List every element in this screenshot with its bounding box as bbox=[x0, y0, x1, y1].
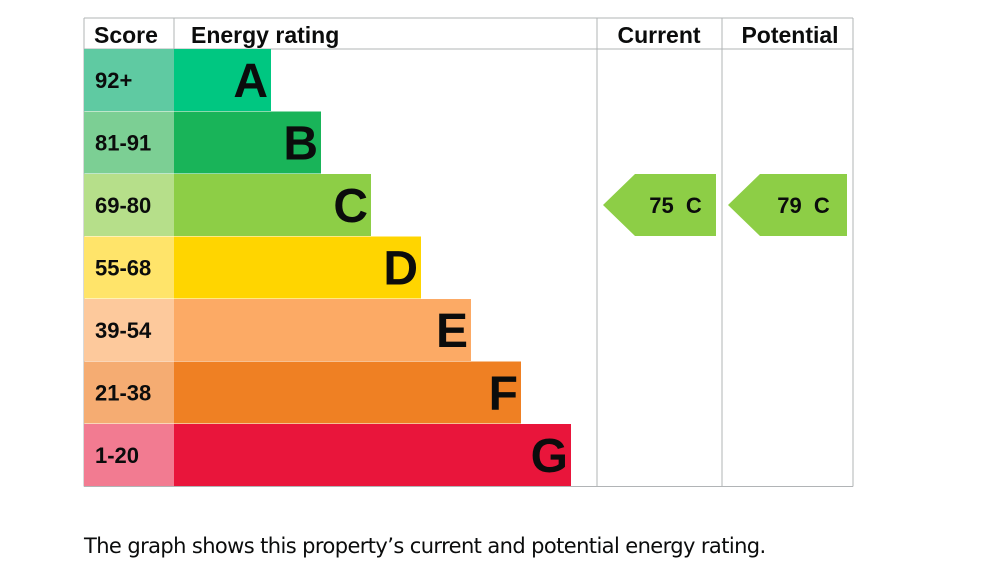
current-rating-indicator: 75 C bbox=[603, 174, 716, 236]
rating-indicators: 75 C 79 C bbox=[603, 174, 847, 236]
band-bar bbox=[174, 236, 421, 299]
score-label: 55-68 bbox=[95, 256, 151, 281]
band-letter: B bbox=[283, 118, 318, 171]
potential-rating-indicator: 79 C bbox=[728, 174, 847, 236]
band-letter: C bbox=[333, 180, 368, 233]
band-bar bbox=[174, 174, 371, 236]
score-cell bbox=[84, 299, 174, 361]
band-bar bbox=[174, 424, 571, 486]
potential-rating-label: 79 C bbox=[777, 193, 830, 218]
chart-headers: Score Energy rating Current Potential bbox=[94, 22, 839, 48]
score-label: 21-38 bbox=[95, 381, 151, 406]
band-letter: E bbox=[436, 305, 468, 358]
band-row-e: 39-54 E bbox=[84, 299, 471, 361]
score-label: 39-54 bbox=[95, 318, 152, 343]
band-letter: A bbox=[233, 55, 268, 108]
energy-rating-chart: 92+ A81-91 B69-80 C55-68 D39-54 E21-38 F1-20 G … bbox=[83, 17, 854, 487]
band-letter: D bbox=[383, 243, 418, 296]
band-row-a: 92+ A bbox=[84, 49, 271, 111]
score-label: 69-80 bbox=[95, 193, 151, 218]
header-score: Score bbox=[94, 22, 158, 48]
score-label: 81-91 bbox=[95, 131, 151, 156]
potential-arrow bbox=[728, 174, 847, 236]
band-letter: F bbox=[489, 368, 518, 421]
band-bar bbox=[174, 49, 271, 111]
band-row-c: 69-80 C bbox=[84, 174, 371, 236]
score-label: 92+ bbox=[95, 68, 132, 93]
band-row-f: 21-38 F bbox=[84, 361, 521, 424]
band-bar bbox=[174, 111, 321, 174]
band-bar bbox=[174, 299, 471, 361]
header-current: Current bbox=[617, 22, 700, 48]
score-cell bbox=[84, 111, 174, 174]
rating-bands: 92+ A 81-91 B 69-80 C 55-68 D 39-54 E 21-38 F 1-20 G bbox=[84, 49, 571, 486]
score-cell bbox=[84, 174, 174, 236]
band-row-b: 81-91 B bbox=[84, 111, 321, 174]
score-label: 1-20 bbox=[95, 443, 139, 468]
header-potential: Potential bbox=[741, 22, 838, 48]
band-row-d: 55-68 D bbox=[84, 236, 421, 299]
header-energy-rating: Energy rating bbox=[191, 22, 339, 48]
band-bar bbox=[174, 361, 521, 424]
score-cell bbox=[84, 49, 174, 111]
current-rating-label: 75 C bbox=[649, 193, 702, 218]
score-cell bbox=[84, 424, 174, 486]
chart-caption: The graph shows this property’s current … bbox=[84, 534, 766, 558]
score-cell bbox=[84, 236, 174, 299]
score-cell bbox=[84, 361, 174, 424]
band-letter: G bbox=[531, 430, 568, 483]
band-row-g: 1-20 G bbox=[84, 424, 571, 486]
current-arrow bbox=[603, 174, 716, 236]
